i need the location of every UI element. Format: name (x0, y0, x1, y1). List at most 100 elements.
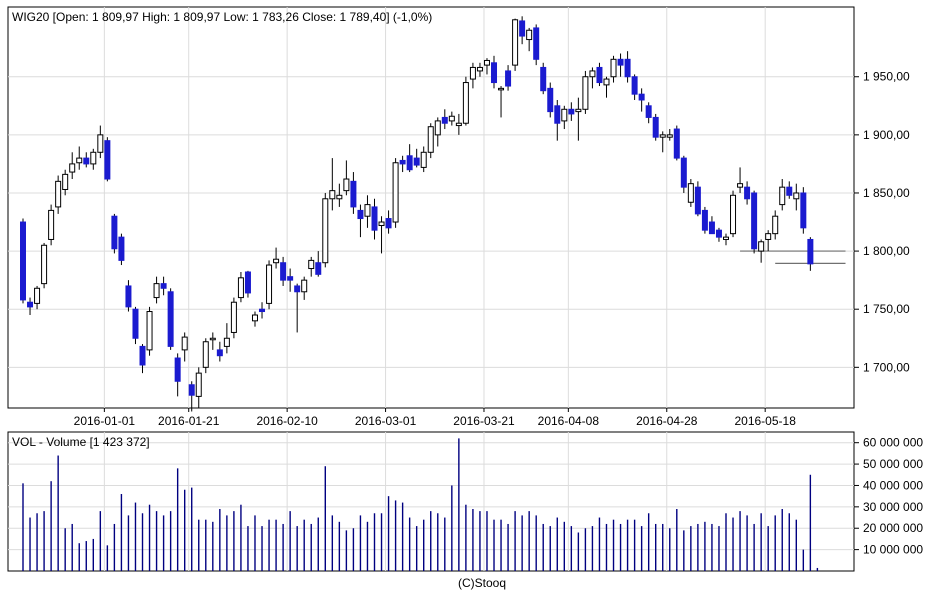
candle-up (462, 76, 469, 126)
candle-up (34, 285, 41, 310)
candle-up (448, 111, 455, 126)
candle-body (701, 209, 708, 231)
candle-body (308, 259, 315, 270)
candle-body (526, 29, 533, 41)
candle-body (624, 58, 631, 78)
candle-body (244, 271, 251, 294)
candle-down (174, 353, 181, 397)
candle-body (146, 311, 153, 351)
candle-body (280, 262, 287, 281)
price-x-tick-label: 2016-04-08 (538, 414, 600, 428)
candle-down (167, 288, 174, 350)
candle-body (491, 62, 498, 84)
candle-body (519, 20, 526, 37)
candle-body (617, 58, 624, 66)
candle-body (589, 70, 596, 78)
candle-body (406, 155, 413, 171)
candle-up (434, 117, 441, 147)
candle-body (498, 87, 505, 91)
candle-down (350, 172, 357, 214)
candle-body (301, 279, 308, 293)
candle-down (673, 125, 680, 161)
volume-y-tick-label: 10 000 000 (863, 543, 923, 557)
candle-down (413, 148, 420, 168)
candle-down (715, 227, 722, 242)
candle-body (392, 162, 399, 223)
candle-body (434, 120, 441, 136)
candle-up (589, 67, 596, 89)
candle-up (230, 297, 237, 339)
candle-up (498, 86, 505, 118)
candle-body (786, 186, 793, 196)
candle-body (251, 314, 258, 322)
candle-body (723, 236, 729, 240)
candle-down (680, 155, 687, 193)
candle-body (69, 163, 76, 173)
candle-up (575, 97, 582, 141)
candle-up (90, 148, 97, 170)
candle-body (167, 291, 174, 347)
candle-body (48, 209, 55, 240)
candle-body (76, 157, 83, 164)
candle-up (666, 129, 673, 141)
copyright-label: (C)Stooq (458, 576, 506, 590)
candle-down (652, 113, 659, 141)
candle-body (287, 276, 294, 281)
candle-body (441, 116, 448, 124)
candle-down (315, 251, 322, 277)
candle-down (519, 16, 526, 45)
candle-down (708, 216, 715, 235)
volume-y-axis: 10 000 000 20 000 000 30 000 000 40 000 000… (854, 436, 923, 557)
candle-up (476, 62, 483, 77)
candle-down (786, 181, 793, 199)
volume-panel: 10 000 000 20 000 000 30 000 000 40 000 000… (7, 431, 923, 572)
candle-body (512, 19, 519, 66)
candle-body (596, 66, 603, 84)
candle-down (596, 62, 603, 87)
candle-body (139, 345, 146, 366)
candle-body (132, 308, 139, 339)
candle-body (343, 178, 350, 192)
candle-down (20, 218, 26, 304)
candle-body (174, 357, 181, 382)
candle-up (603, 76, 610, 98)
candle-body (772, 215, 779, 235)
candle-body (652, 116, 659, 138)
candle-down (371, 198, 378, 240)
candle-down (631, 74, 638, 100)
candle-down (27, 297, 34, 316)
candle-down (216, 341, 223, 362)
candle-down (554, 99, 561, 141)
candle-up (427, 123, 434, 159)
candle-up (779, 179, 786, 211)
candle-up (48, 204, 55, 246)
price-x-tick-label: 2016-03-01 (355, 414, 417, 428)
candle-body (427, 126, 434, 153)
candle-body (55, 180, 62, 208)
candle-body (603, 78, 610, 86)
candle-body (680, 157, 687, 188)
candle-down (280, 256, 287, 286)
price-y-axis: 1 700,00 1 750,00 1 800,00 1 850,00 1 900,00… (854, 70, 910, 374)
price-x-tick-label: 2016-05-18 (734, 414, 796, 428)
candle-down (505, 65, 512, 91)
candle-body (160, 283, 167, 289)
price-plot-area (7, 6, 855, 409)
candle-up (687, 179, 694, 207)
candle-body (751, 192, 758, 250)
candle-body (730, 194, 737, 235)
candle-down (357, 204, 364, 238)
candle-body (505, 70, 512, 87)
candle-body (694, 186, 701, 215)
candle-body (533, 27, 540, 60)
candle-down (132, 306, 139, 345)
candle-body (329, 190, 336, 200)
candle-down (385, 210, 392, 234)
candle-body (350, 180, 357, 208)
candle-body (673, 128, 680, 159)
candle-up (765, 230, 772, 252)
volume-y-tick-label: 20 000 000 (863, 521, 923, 535)
candle-body (413, 157, 420, 166)
candle-up (181, 332, 188, 362)
price-x-tick-label: 2016-01-01 (74, 414, 136, 428)
